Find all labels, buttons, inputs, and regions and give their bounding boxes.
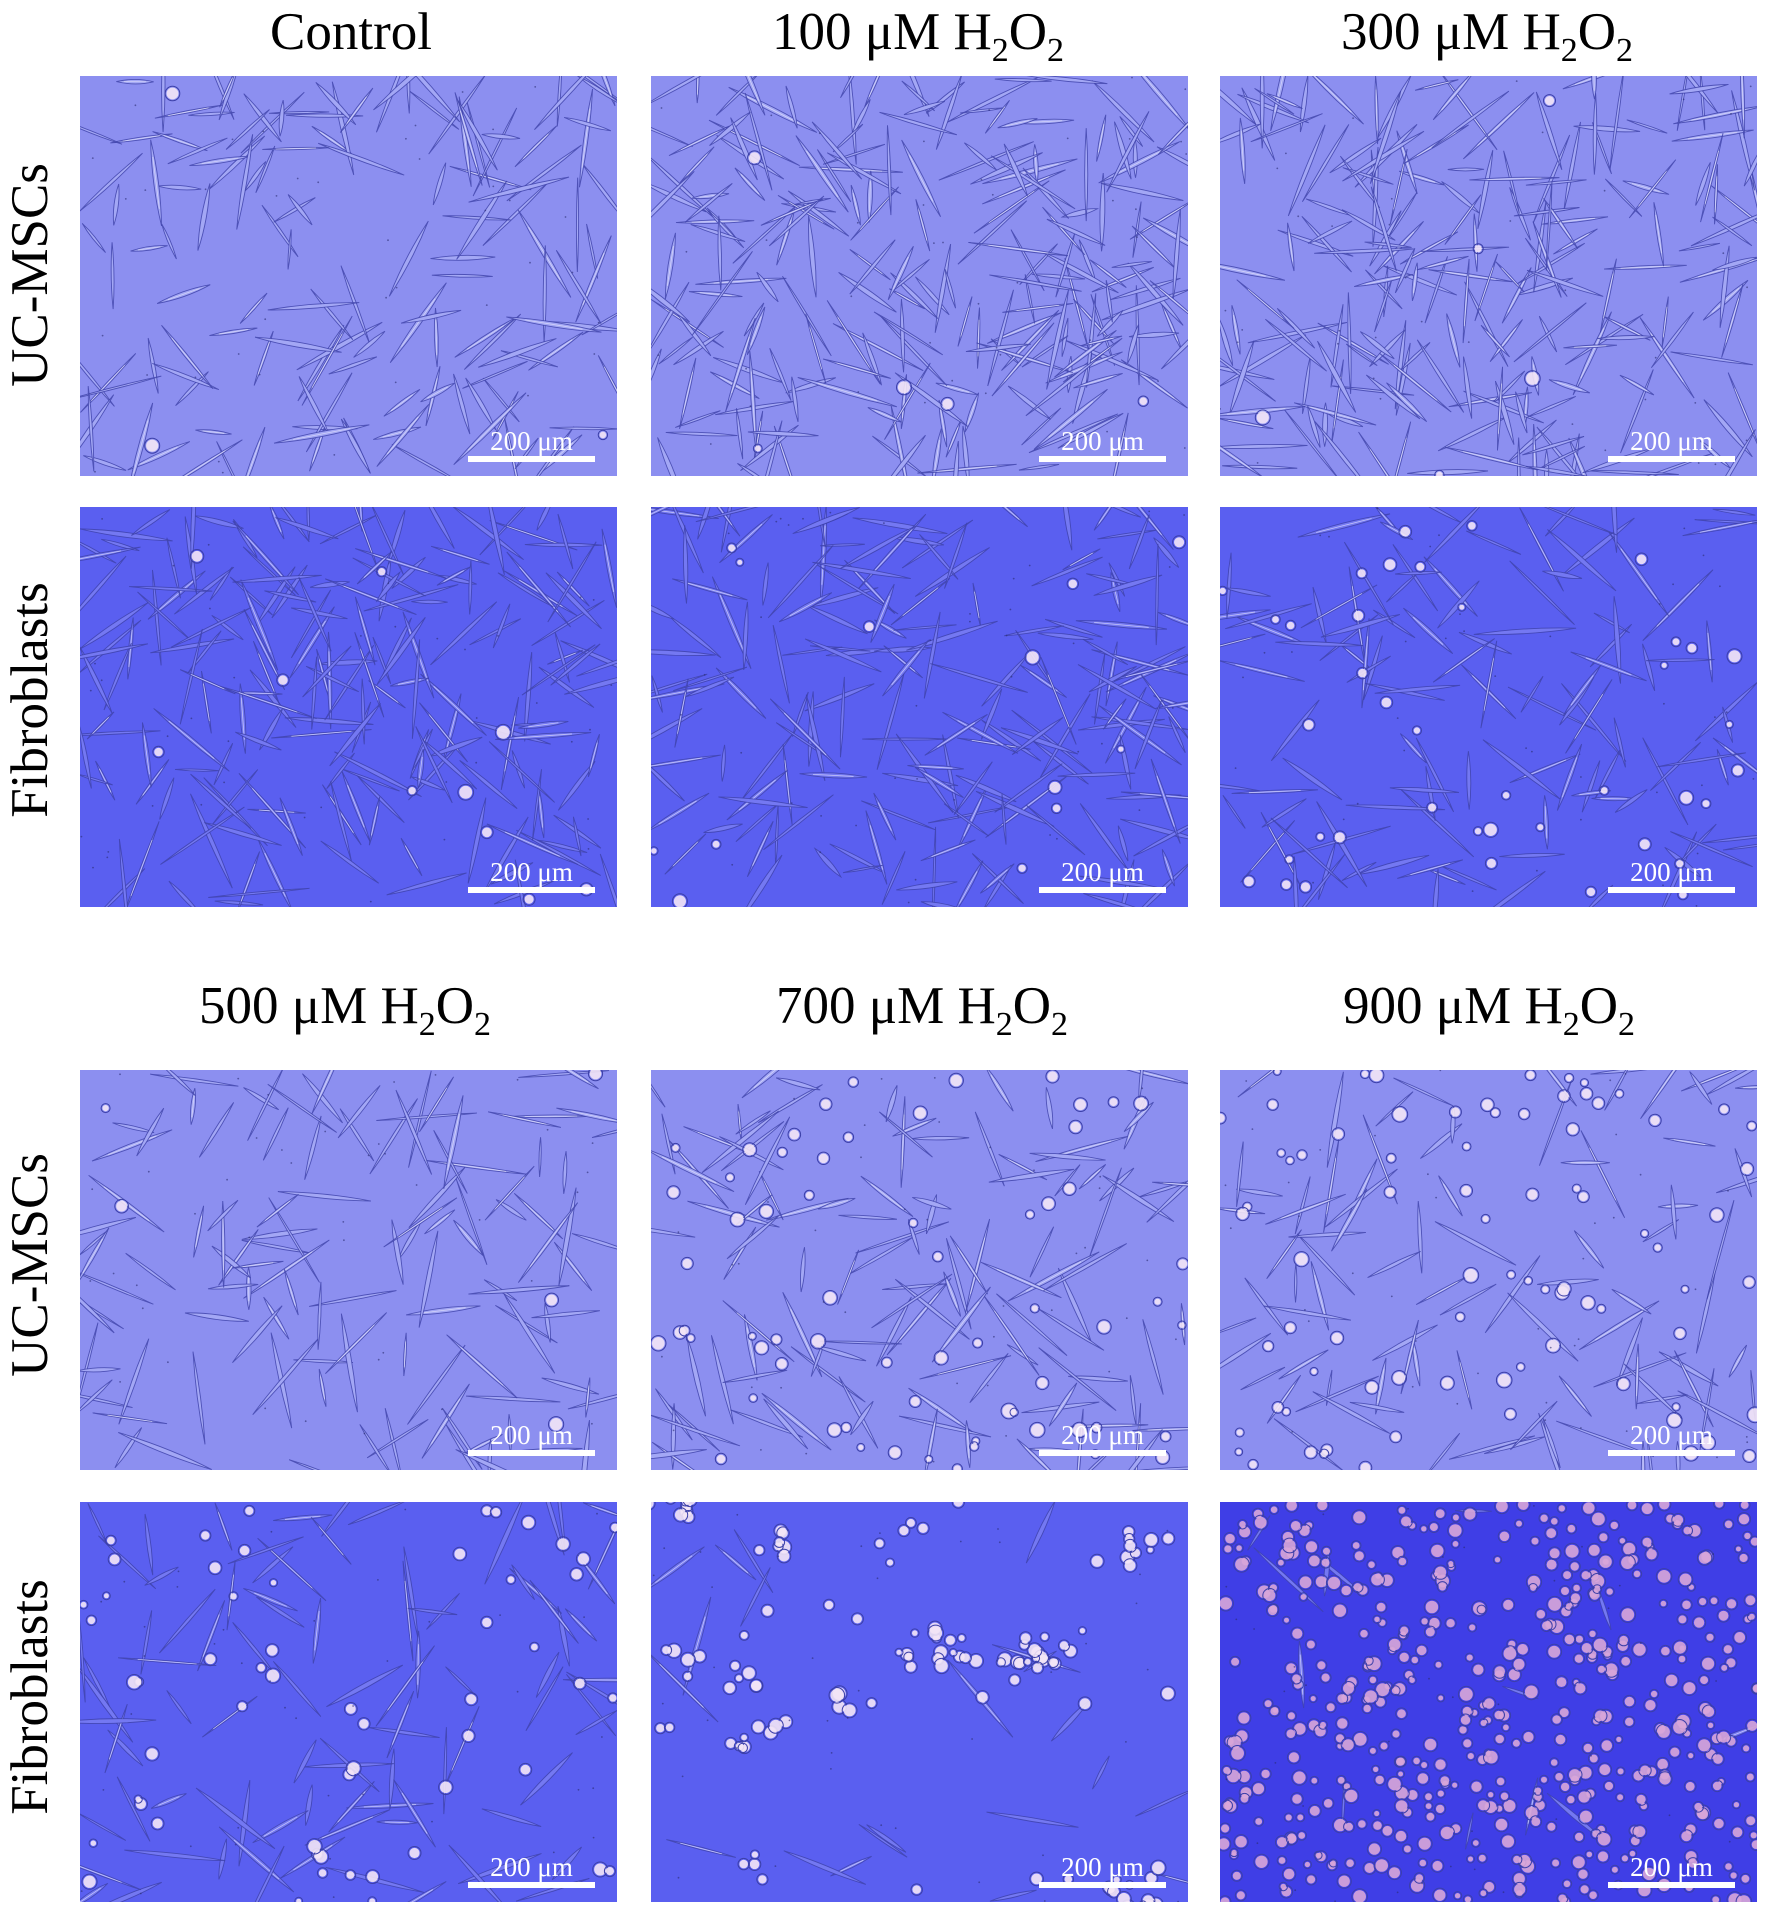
- column-title-control: Control: [270, 3, 432, 61]
- micrograph-uc-mscs-control: 200 μm: [80, 76, 617, 476]
- micrograph-uc-mscs-100um: 200 μm: [651, 76, 1188, 476]
- micrograph-fibroblasts-300um: 200 μm: [1220, 507, 1757, 907]
- row-label-fibroblasts-bottom: Fibroblasts: [1, 1579, 59, 1815]
- scale-bar: [1039, 887, 1166, 893]
- column-title-700um: 700 μM H2O2: [775, 977, 1069, 1043]
- micrograph-image: [1220, 507, 1757, 907]
- scale-bar-label: 200 μm: [1061, 1420, 1144, 1450]
- micrograph-image: [1220, 1070, 1757, 1470]
- scale-bar: [1039, 1450, 1166, 1456]
- scale-bar-label: 200 μm: [1061, 1852, 1144, 1882]
- micrograph-image: [651, 507, 1188, 907]
- column-title-900um: 900 μM H2O2: [1342, 977, 1636, 1043]
- scale-bar: [468, 887, 595, 893]
- scale-bar: [1608, 1450, 1735, 1456]
- scale-bar: [1608, 887, 1735, 893]
- row-label-uc-mscs-top: UC-MSCs: [1, 163, 59, 387]
- micrograph-fibroblasts-control: 200 μm: [80, 507, 617, 907]
- scale-bar-label: 200 μm: [490, 426, 573, 456]
- micrograph-image: [651, 76, 1188, 476]
- micrograph-uc-mscs-500um: 200 μm: [80, 1070, 617, 1470]
- scale-bar: [1039, 456, 1166, 462]
- micrograph-fibroblasts-100um: 200 μm: [651, 507, 1188, 907]
- micrograph-uc-mscs-300um: 200 μm: [1220, 76, 1757, 476]
- micrograph-image: [651, 1502, 1188, 1902]
- row-label-fibroblasts-top: Fibroblasts: [1, 582, 59, 818]
- micrograph-uc-mscs-900um: 200 μm: [1220, 1070, 1757, 1470]
- scale-bar-label: 200 μm: [1061, 857, 1144, 887]
- scale-bar: [468, 456, 595, 462]
- micrograph-uc-mscs-700um: 200 μm: [651, 1070, 1188, 1470]
- micrograph-fibroblasts-900um: 200 μm: [1220, 1502, 1757, 1902]
- scale-bar: [1608, 456, 1735, 462]
- scale-bar: [1608, 1882, 1735, 1888]
- scale-bar-label: 200 μm: [1630, 426, 1713, 456]
- micrograph-image: [80, 1502, 617, 1902]
- scale-bar-label: 200 μm: [490, 1420, 573, 1450]
- scale-bar-label: 200 μm: [1630, 1420, 1713, 1450]
- column-title-300um: 300 μM H2O2: [1340, 3, 1634, 69]
- scale-bar: [1039, 1882, 1166, 1888]
- scale-bar-label: 200 μm: [1630, 1852, 1713, 1882]
- scale-bar-label: 200 μm: [1630, 857, 1713, 887]
- micrograph-image: [1220, 1502, 1757, 1902]
- scale-bar-label: 200 μm: [1061, 426, 1144, 456]
- scale-bar-label: 200 μm: [490, 857, 573, 887]
- column-title-100um: 100 μM H2O2: [771, 3, 1065, 69]
- scale-bar-label: 200 μm: [490, 1852, 573, 1882]
- scale-bar: [468, 1450, 595, 1456]
- micrograph-image: [80, 76, 617, 476]
- micrograph-image: [80, 507, 617, 907]
- scale-bar: [468, 1882, 595, 1888]
- micrograph-image: [1220, 76, 1757, 476]
- micrograph-fibroblasts-700um: 200 μm: [651, 1502, 1188, 1902]
- column-title-500um: 500 μM H2O2: [198, 977, 492, 1043]
- micrograph-image: [651, 1070, 1188, 1470]
- micrograph-image: [80, 1070, 617, 1470]
- micrograph-fibroblasts-500um: 200 μm: [80, 1502, 617, 1902]
- row-label-uc-mscs-bottom: UC-MSCs: [1, 1153, 59, 1377]
